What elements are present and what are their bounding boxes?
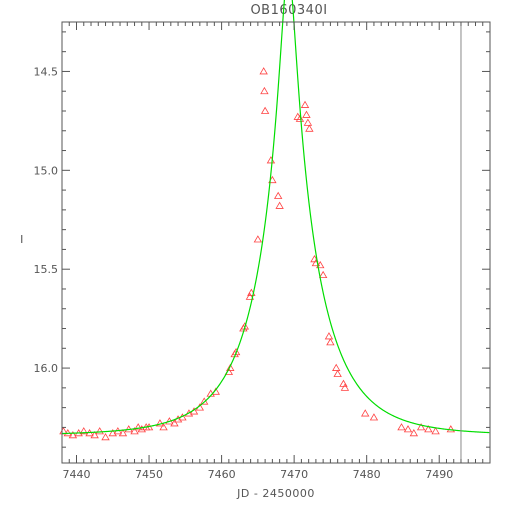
data-point-2 — [68, 431, 78, 439]
data-point-7 — [95, 427, 104, 435]
chart-title: OB160340I — [250, 3, 327, 18]
y-axis-label: I — [20, 233, 24, 246]
data-point-66 — [409, 429, 419, 437]
data-point-31 — [226, 363, 235, 371]
data-point-44 — [273, 191, 283, 199]
data-point-57 — [326, 338, 335, 346]
data-point-64 — [397, 423, 406, 431]
data-point-58 — [332, 363, 341, 371]
data-points — [59, 67, 456, 441]
data-point-33 — [231, 347, 241, 356]
data-point-45 — [275, 201, 284, 209]
data-point-40 — [260, 86, 269, 95]
data-point-69 — [431, 427, 440, 435]
data-point-8 — [101, 432, 110, 441]
x-tick-label: 7480 — [353, 468, 381, 481]
y-tick-label: 14.5 — [34, 65, 59, 78]
x-axis-label: JD - 2450000 — [236, 487, 315, 500]
y-tick-label: 16.0 — [34, 362, 59, 375]
data-point-18 — [155, 419, 165, 427]
x-tick-label: 7440 — [63, 468, 91, 481]
axis-ticks: 7440 7450 7460 7470 7480 7490 14.5 15.0 15.5 16.0 — [34, 22, 491, 481]
y-tick-label: 15.0 — [34, 164, 59, 177]
data-point-42 — [266, 156, 276, 164]
data-point-61 — [340, 383, 350, 391]
data-point-39 — [259, 67, 268, 75]
data-point-59 — [333, 369, 342, 377]
data-point-21 — [170, 419, 179, 427]
data-point-65 — [403, 425, 413, 433]
data-point-54 — [316, 260, 325, 269]
x-tick-label: 7470 — [280, 468, 308, 481]
x-tick-label: 7490 — [425, 468, 453, 481]
data-point-62 — [361, 409, 370, 417]
data-point-4 — [79, 427, 88, 435]
data-point-11 — [118, 429, 128, 437]
data-point-55 — [318, 270, 328, 279]
data-point-68 — [424, 425, 433, 433]
data-point-13 — [130, 427, 139, 435]
y-tick-label: 15.5 — [34, 263, 59, 276]
data-point-38 — [253, 235, 263, 243]
data-point-56 — [324, 332, 334, 340]
data-point-50 — [303, 118, 313, 126]
data-point-19 — [159, 423, 168, 431]
data-point-51 — [305, 124, 314, 132]
plot-frame — [61, 21, 491, 464]
data-point-67 — [416, 423, 426, 431]
data-point-49 — [302, 110, 311, 118]
data-point-36 — [245, 292, 255, 300]
data-point-6 — [90, 431, 99, 439]
data-point-47 — [295, 114, 305, 122]
data-point-48 — [300, 100, 310, 108]
x-tick-label: 7450 — [135, 468, 163, 481]
data-point-14 — [133, 423, 143, 431]
data-point-41 — [260, 106, 270, 114]
x-tick-label: 7460 — [208, 468, 236, 481]
model-curve — [61, 0, 490, 435]
data-point-70 — [446, 425, 456, 433]
data-point-63 — [369, 413, 379, 421]
